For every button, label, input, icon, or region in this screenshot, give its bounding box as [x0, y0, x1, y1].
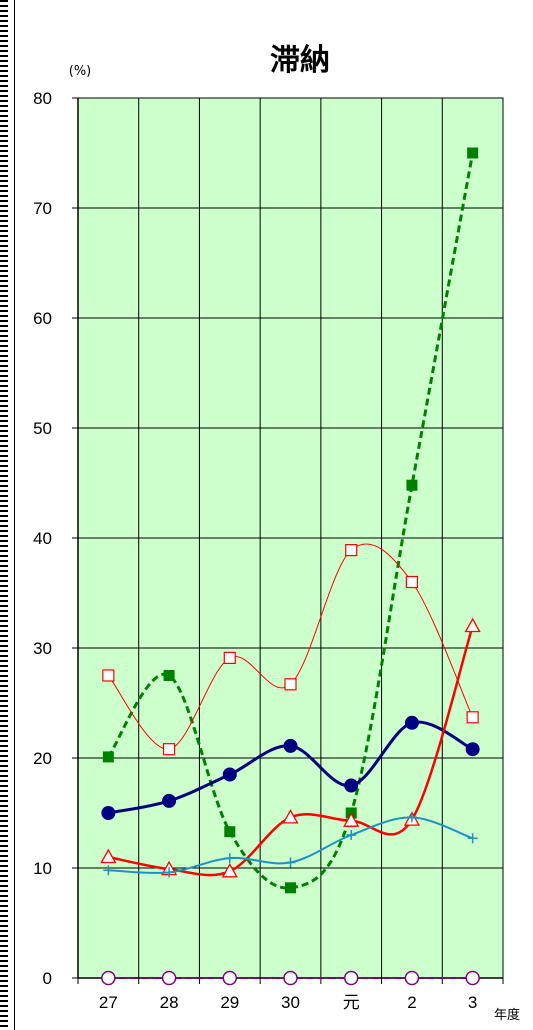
chart-title: 滞納 [270, 43, 330, 78]
y-tick-label: 10 [33, 859, 52, 878]
y-tick-label: 40 [33, 529, 52, 548]
x-tick-label: 27 [99, 993, 118, 1012]
data-point [465, 970, 480, 986]
data-point [343, 970, 359, 986]
y-axis-unit: (%) [69, 64, 92, 79]
data-point [283, 738, 298, 753]
data-point [102, 669, 115, 682]
left-border-stripe [0, 0, 8, 1030]
series-6 [101, 970, 480, 986]
data-point [101, 806, 116, 820]
data-point [345, 543, 358, 557]
data-point [283, 970, 298, 986]
data-point [163, 670, 175, 681]
y-tick-label: 60 [33, 309, 52, 328]
data-point [404, 970, 420, 986]
y-tick-label: 30 [33, 639, 52, 658]
x-tick-label: 29 [220, 993, 239, 1012]
y-tick-label: 50 [33, 419, 52, 438]
data-point [404, 715, 419, 730]
y-tick-label: 70 [33, 199, 52, 218]
y-tick-label: 0 [43, 969, 52, 988]
data-point [343, 812, 360, 827]
x-tick-label: 元 [343, 993, 360, 1012]
data-point [222, 767, 237, 782]
x-axis-unit: 年度 [494, 1007, 520, 1023]
data-point [101, 970, 116, 986]
data-point [466, 711, 479, 724]
series-layer [100, 147, 481, 986]
data-point [467, 833, 478, 844]
data-point [162, 793, 177, 808]
data-point [285, 857, 296, 868]
data-point [103, 865, 114, 876]
data-point [406, 812, 417, 823]
data-point [405, 575, 419, 589]
data-point [467, 147, 479, 159]
data-point [224, 853, 235, 864]
y-tick-label: 80 [33, 89, 52, 108]
data-point [162, 743, 176, 756]
data-point [284, 678, 297, 691]
data-point [161, 970, 177, 986]
x-tick-label: 2 [407, 993, 416, 1012]
series-3 [101, 715, 480, 820]
x-tick-label: 30 [281, 993, 300, 1012]
data-point [465, 742, 480, 757]
series-5 [103, 812, 478, 878]
data-point [464, 617, 481, 633]
data-point [285, 882, 296, 894]
y-tick-label: 20 [33, 749, 52, 768]
data-point [282, 809, 299, 824]
x-tick-label: 28 [160, 993, 179, 1012]
data-point [344, 778, 359, 793]
x-tick-label: 3 [468, 993, 477, 1012]
data-point [346, 830, 357, 840]
data-point [223, 651, 236, 665]
tick-labels: 0 10 20 30 40 50 60 70 80 27 28 29 30 元 2 3 [33, 89, 477, 1012]
data-point [221, 862, 238, 878]
data-point [224, 826, 236, 838]
data-point [102, 751, 114, 763]
data-point [100, 848, 117, 864]
series-2 [102, 543, 479, 756]
data-point [164, 867, 175, 878]
data-point [406, 479, 418, 491]
data-point [222, 970, 238, 986]
